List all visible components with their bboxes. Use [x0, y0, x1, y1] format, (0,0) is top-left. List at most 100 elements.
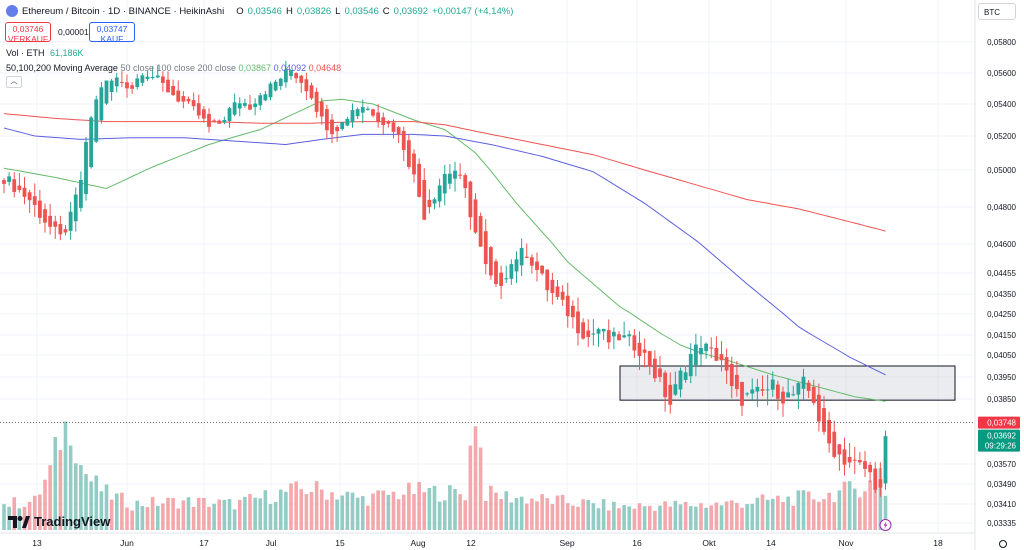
volume-bar — [345, 491, 350, 530]
volume-bar — [145, 507, 150, 530]
price-tick-label: 0,03410 — [987, 500, 1016, 509]
volume-bar — [120, 492, 124, 530]
volume-bar — [186, 497, 191, 530]
candle-body — [719, 354, 724, 361]
ohlc-o-key: O — [236, 5, 244, 17]
volume-bar — [366, 505, 370, 530]
volume-bar — [79, 465, 83, 530]
candle-body — [314, 91, 319, 112]
volume-bar — [724, 501, 729, 530]
volume-bar — [468, 445, 473, 530]
candle-body — [207, 113, 211, 127]
candle-body — [324, 109, 329, 131]
candle-body — [212, 120, 217, 122]
volume-bar — [770, 498, 775, 530]
volume-bar — [268, 504, 273, 530]
candle-body — [699, 347, 703, 355]
candle-body — [852, 459, 857, 461]
volume-bar — [847, 481, 852, 530]
volume-bar — [314, 481, 319, 530]
candle-body — [678, 370, 683, 390]
lightning-icon — [883, 521, 888, 529]
ma50-value: 0,03867 — [238, 63, 272, 73]
last-price-badge — [978, 416, 1020, 429]
volume-bar — [755, 497, 760, 530]
volume-bar — [248, 494, 252, 530]
price-tick-label: 0,03850 — [987, 395, 1016, 404]
volume-bar — [483, 500, 488, 530]
candle-body — [468, 181, 473, 218]
volume-bar — [202, 497, 206, 530]
time-tick-label: 14 — [766, 538, 776, 548]
volume-bar — [207, 506, 211, 530]
volume-bar — [273, 501, 278, 530]
volume-bar — [637, 503, 642, 530]
volume-bar — [750, 503, 755, 530]
volume-bar — [811, 499, 816, 530]
volume-bar — [709, 505, 714, 530]
candle-body — [601, 328, 606, 332]
candle-body — [365, 108, 370, 110]
candle-body — [437, 185, 442, 202]
candle-body — [545, 269, 550, 291]
volume-bar — [161, 503, 165, 530]
price-tick-label: 0,03950 — [987, 373, 1016, 382]
candle-body — [160, 76, 165, 83]
currency-button[interactable]: BTC — [978, 3, 1016, 20]
buy-button[interactable]: 0,03747 KAUF — [89, 22, 135, 44]
volume-bar — [560, 494, 565, 530]
candle-body — [704, 343, 709, 352]
volume-bar — [509, 502, 514, 530]
volume-bar — [463, 500, 468, 530]
candle-body — [709, 347, 714, 349]
candle-body — [27, 192, 32, 201]
volume-bar — [38, 494, 42, 530]
candle-body — [258, 95, 263, 106]
volume-bar — [863, 491, 867, 530]
candle-body — [857, 460, 862, 463]
time-axis[interactable]: 13 Jun 17 Jul 15 Aug 12 Sep 16 Okt 14 Nov 18 — [0, 532, 975, 548]
volume-bar — [294, 481, 298, 530]
candle-body — [775, 384, 780, 399]
candle-body — [191, 100, 196, 107]
volume-bar — [125, 507, 129, 530]
ma-legend[interactable]: 50,100,200 Moving Average 50 close 100 c… — [6, 63, 341, 73]
time-tick-label: Sep — [559, 538, 574, 548]
price-axis[interactable]: 0,05800 0,05600 0,05400 0,05200 0,05000 0,048… — [974, 0, 1017, 550]
volume-bar — [791, 505, 796, 530]
candle-body — [765, 389, 770, 391]
volume-legend[interactable]: Vol · ETH 61,186K — [6, 48, 84, 58]
candle-body — [734, 374, 739, 389]
volume-bar — [524, 503, 529, 530]
volume-bar — [412, 494, 416, 530]
candle-body — [7, 176, 12, 183]
volume-bar — [43, 479, 47, 530]
sell-button[interactable]: 0,03746 VERKAUF — [5, 22, 51, 44]
volume-bar — [448, 485, 452, 530]
candle-body — [453, 170, 457, 179]
volume-bar — [827, 492, 831, 530]
tradingview-logo[interactable]: TradingView — [8, 514, 110, 529]
time-tick-label: 13 — [32, 538, 42, 548]
candle-body — [278, 78, 283, 87]
candle-body — [401, 130, 406, 150]
candle-body — [22, 187, 27, 197]
volume-bar — [786, 496, 790, 530]
volume-bar — [550, 504, 555, 530]
candle-body — [12, 179, 17, 193]
candle-body — [811, 386, 816, 404]
candle-body — [294, 73, 299, 79]
symbol-title[interactable]: Ethereum / Bitcoin · 1D · BINANCE · Heik… — [22, 5, 225, 17]
candle-body — [68, 211, 73, 231]
ohlc-o-value: 0,03546 — [247, 5, 282, 17]
volume-bar — [114, 493, 119, 530]
volume-bar — [837, 490, 842, 530]
time-tick-label: 15 — [335, 538, 345, 548]
volume-bar — [278, 489, 283, 530]
candles — [2, 60, 888, 497]
candle-body — [37, 200, 42, 218]
candle-body — [581, 322, 586, 339]
volume-bar — [232, 509, 237, 530]
collapse-legend-button[interactable]: ︿ — [6, 76, 22, 88]
